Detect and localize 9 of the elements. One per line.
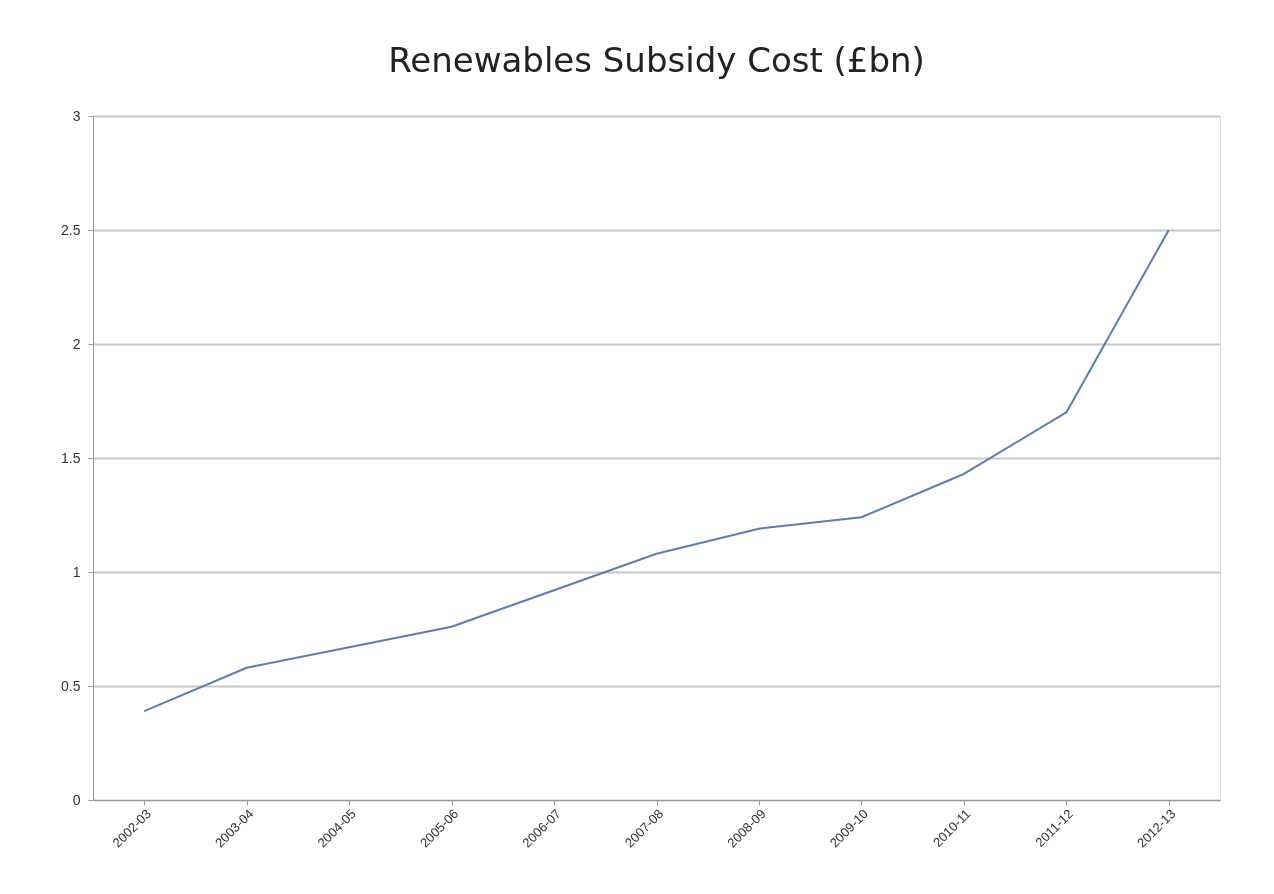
line-series <box>143 229 1170 713</box>
y-tick-label: 0.5 <box>61 677 81 694</box>
y-tick-label: 1.5 <box>61 449 81 466</box>
chart-title: Renewables Subsidy Cost (£bn) <box>388 40 925 80</box>
y-tick-label: 3 <box>72 107 81 124</box>
y-tick-label: 2.5 <box>61 221 81 238</box>
y-tick-label: 0 <box>72 791 81 808</box>
y-tick-label: 2 <box>72 335 81 352</box>
y-tick-label: 1 <box>72 563 81 580</box>
